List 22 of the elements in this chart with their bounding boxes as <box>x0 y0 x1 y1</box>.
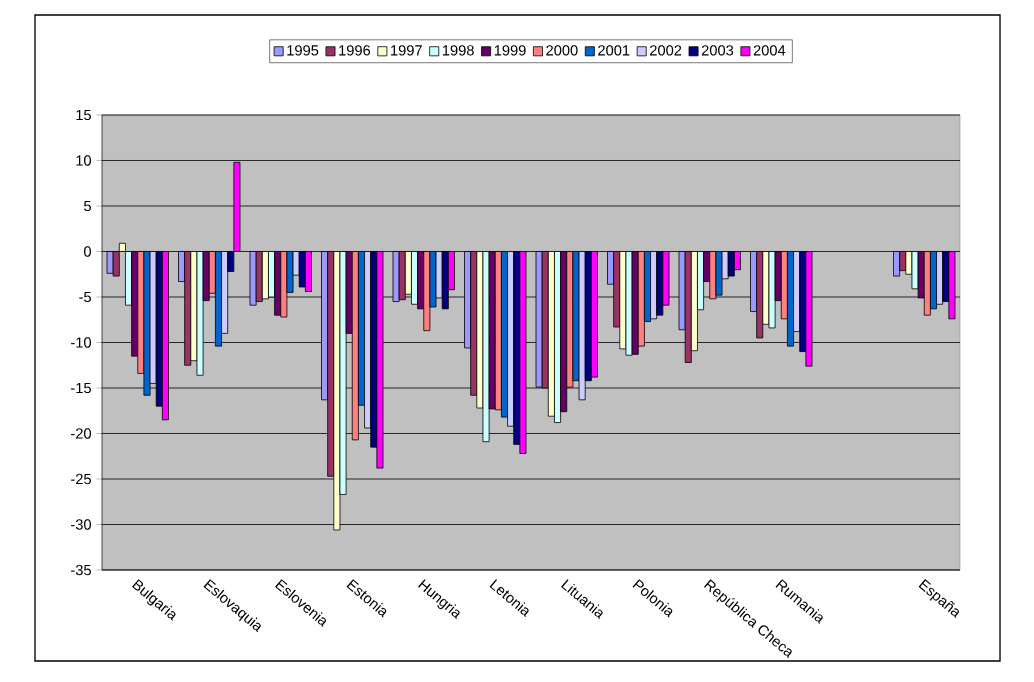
y-tick-label: 0 <box>84 246 92 257</box>
legend-label: 1999 <box>494 45 526 56</box>
y-tick-label: -5 <box>79 291 91 303</box>
legend-label: 1996 <box>339 45 371 56</box>
y-tick-label: -20 <box>71 428 92 439</box>
legend-label: 1995 <box>287 45 319 56</box>
y-tick-label: -35 <box>71 564 91 576</box>
legend-label: 2004 <box>753 45 786 56</box>
bar <box>893 251 901 277</box>
y-tick-label: -15 <box>71 382 91 394</box>
y-tick-label: 10 <box>76 155 92 166</box>
y-tick-label: -25 <box>71 473 91 485</box>
y-tick-label: 15 <box>76 109 91 121</box>
legend-label: 2000 <box>546 45 578 56</box>
y-tick-label: -30 <box>71 519 92 530</box>
legend-label: 2003 <box>701 45 734 56</box>
legend-label: 1997 <box>391 45 422 56</box>
legend-label: 1998 <box>442 45 474 56</box>
legend-label: 2001 <box>598 45 630 56</box>
y-tick-label: -10 <box>71 337 92 348</box>
legend-label: 2002 <box>650 45 682 56</box>
y-tick-label: 5 <box>84 200 91 212</box>
